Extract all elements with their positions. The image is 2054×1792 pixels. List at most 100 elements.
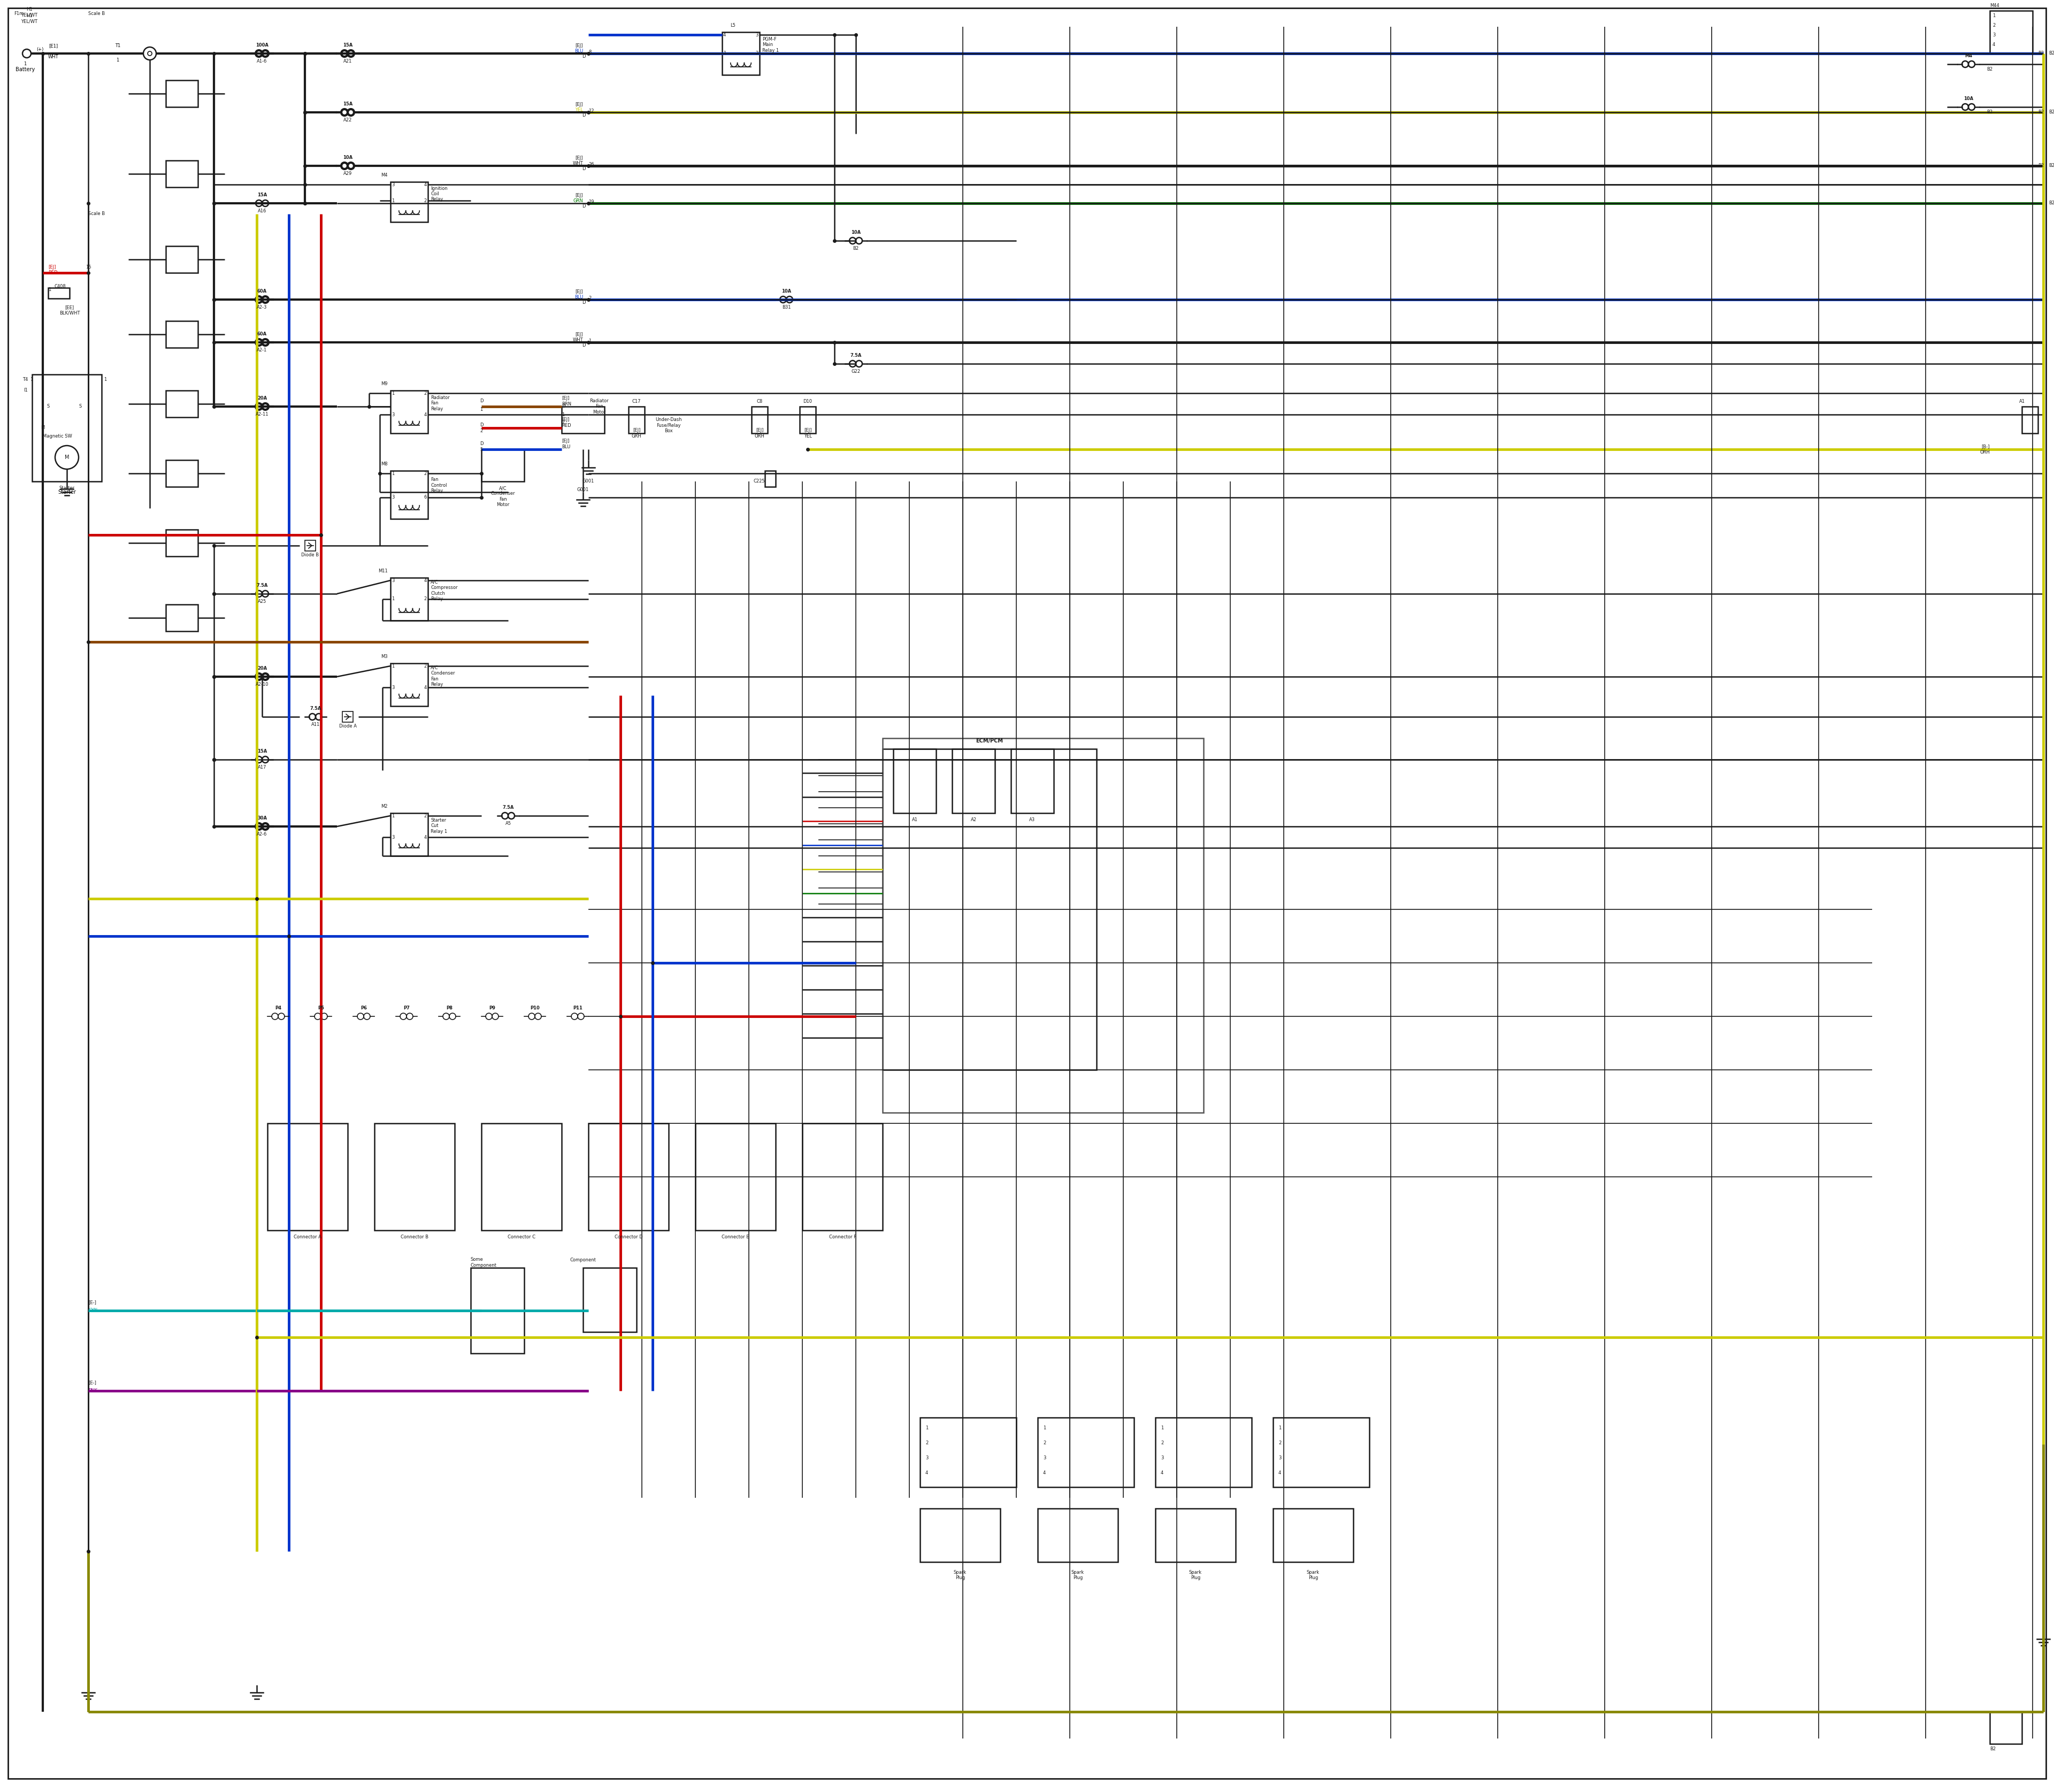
Text: [E-]: [E-] bbox=[88, 1301, 97, 1305]
Text: Spark
Plug: Spark Plug bbox=[953, 1570, 967, 1581]
Text: [EJ]
BRN: [EJ] BRN bbox=[561, 396, 571, 407]
Text: 15A: 15A bbox=[257, 192, 267, 197]
Text: G001: G001 bbox=[583, 478, 594, 484]
Text: 4: 4 bbox=[423, 183, 427, 186]
Text: YEL/WT: YEL/WT bbox=[21, 20, 37, 23]
Text: 3: 3 bbox=[392, 835, 394, 840]
Text: 10A: 10A bbox=[1964, 97, 1974, 100]
Text: Under-Dash
Fuse/Relay
Box: Under-Dash Fuse/Relay Box bbox=[655, 418, 682, 434]
Text: [EJ]: [EJ] bbox=[575, 156, 583, 161]
Text: Connector C: Connector C bbox=[507, 1235, 536, 1240]
Text: D: D bbox=[581, 113, 585, 118]
Text: Scale B: Scale B bbox=[88, 11, 105, 16]
Text: 1: 1 bbox=[392, 199, 394, 202]
Text: 15: 15 bbox=[86, 265, 90, 271]
Text: H1: H1 bbox=[27, 7, 33, 13]
Text: 60A: 60A bbox=[257, 289, 267, 294]
Text: 2: 2 bbox=[561, 419, 565, 425]
Bar bbox=[920, 1509, 1000, 1563]
Text: G001: G001 bbox=[577, 487, 589, 493]
Text: 3: 3 bbox=[392, 183, 394, 186]
Text: [B-]
ORH: [B-] ORH bbox=[1980, 444, 1990, 455]
Text: 3: 3 bbox=[392, 579, 394, 582]
Text: M: M bbox=[41, 425, 45, 430]
Bar bbox=[561, 407, 604, 434]
Text: P9: P9 bbox=[489, 1005, 495, 1011]
Text: M11: M11 bbox=[378, 568, 388, 573]
Bar bbox=[166, 246, 197, 272]
Text: [EJ]: [EJ] bbox=[575, 290, 583, 294]
Text: 2: 2 bbox=[587, 296, 592, 301]
Text: Connector A: Connector A bbox=[294, 1235, 320, 1240]
Text: 2: 2 bbox=[1161, 1441, 1163, 1446]
Text: 2: 2 bbox=[1043, 1441, 1045, 1446]
Text: [EJ]
GRH: [EJ] GRH bbox=[631, 428, 641, 439]
Text: [EE]: [EE] bbox=[66, 305, 74, 310]
Text: [EJ]
ORH: [EJ] ORH bbox=[754, 428, 764, 439]
Text: L5: L5 bbox=[729, 23, 735, 29]
Bar bbox=[723, 32, 760, 75]
Text: 7.5A: 7.5A bbox=[850, 353, 861, 358]
Text: YEL/WT: YEL/WT bbox=[21, 13, 37, 18]
Text: M44: M44 bbox=[1990, 4, 1999, 7]
Text: 1: 1 bbox=[392, 471, 394, 477]
Text: 15A: 15A bbox=[257, 749, 267, 754]
Text: B2: B2 bbox=[1986, 109, 1992, 115]
Text: Spark
Plug: Spark Plug bbox=[1072, 1570, 1085, 1581]
Text: 20A: 20A bbox=[257, 667, 267, 670]
Text: D: D bbox=[561, 405, 565, 409]
Text: BLU: BLU bbox=[575, 296, 583, 299]
Text: B2: B2 bbox=[2048, 201, 2054, 206]
Bar bbox=[390, 814, 427, 857]
Text: 1: 1 bbox=[105, 378, 107, 382]
Text: 4: 4 bbox=[1992, 43, 1994, 47]
Text: S: S bbox=[78, 405, 82, 409]
Text: Connector E: Connector E bbox=[721, 1235, 750, 1240]
Text: BLU: BLU bbox=[575, 48, 583, 54]
Text: [E1]: [E1] bbox=[49, 43, 58, 48]
Text: A1: A1 bbox=[2019, 400, 2025, 403]
Text: A1-6: A1-6 bbox=[257, 59, 267, 65]
Text: 3: 3 bbox=[1992, 32, 1994, 38]
Text: 20A: 20A bbox=[257, 396, 267, 401]
Bar bbox=[390, 391, 427, 434]
Bar bbox=[390, 181, 427, 222]
Text: 2: 2 bbox=[423, 814, 427, 819]
Text: T4: T4 bbox=[23, 378, 29, 382]
Text: 15A: 15A bbox=[343, 43, 353, 48]
Bar bbox=[374, 1124, 454, 1231]
Text: CYN: CYN bbox=[88, 1308, 97, 1314]
Text: 4: 4 bbox=[1278, 1471, 1282, 1475]
Text: M8: M8 bbox=[382, 462, 388, 466]
Text: A22: A22 bbox=[343, 118, 351, 122]
Text: PGM-F
Main
Relay 1: PGM-F Main Relay 1 bbox=[762, 38, 778, 54]
Text: 1: 1 bbox=[1278, 1426, 1282, 1430]
Text: 4: 4 bbox=[423, 835, 427, 840]
Text: A29: A29 bbox=[343, 172, 351, 176]
Text: D
5: D 5 bbox=[481, 441, 483, 452]
Text: P11: P11 bbox=[573, 1005, 583, 1011]
Text: Starter: Starter bbox=[60, 486, 74, 491]
Text: M9: M9 bbox=[382, 382, 388, 387]
Bar bbox=[390, 471, 427, 520]
Text: Diode B: Diode B bbox=[302, 554, 318, 557]
Text: P5: P5 bbox=[318, 1005, 325, 1011]
Text: B2: B2 bbox=[1986, 66, 1992, 72]
Bar bbox=[267, 1124, 347, 1231]
Text: A/C
Condenser
Fan
Relay: A/C Condenser Fan Relay bbox=[431, 665, 454, 686]
Text: 2: 2 bbox=[423, 391, 427, 396]
Bar bbox=[587, 1124, 670, 1231]
Text: 4: 4 bbox=[926, 1471, 928, 1475]
Text: 1: 1 bbox=[31, 378, 33, 382]
Text: B2: B2 bbox=[2048, 109, 2054, 115]
Text: Starter
Cut
Relay 1: Starter Cut Relay 1 bbox=[431, 817, 448, 833]
Bar bbox=[166, 530, 197, 556]
Text: Scale B: Scale B bbox=[88, 211, 105, 217]
Text: 10A: 10A bbox=[850, 229, 861, 235]
Bar bbox=[1273, 1417, 1370, 1487]
Bar bbox=[2021, 407, 2038, 434]
Bar bbox=[481, 450, 524, 482]
Text: D10: D10 bbox=[803, 400, 811, 403]
Text: 26: 26 bbox=[587, 161, 594, 167]
Bar bbox=[390, 577, 427, 620]
